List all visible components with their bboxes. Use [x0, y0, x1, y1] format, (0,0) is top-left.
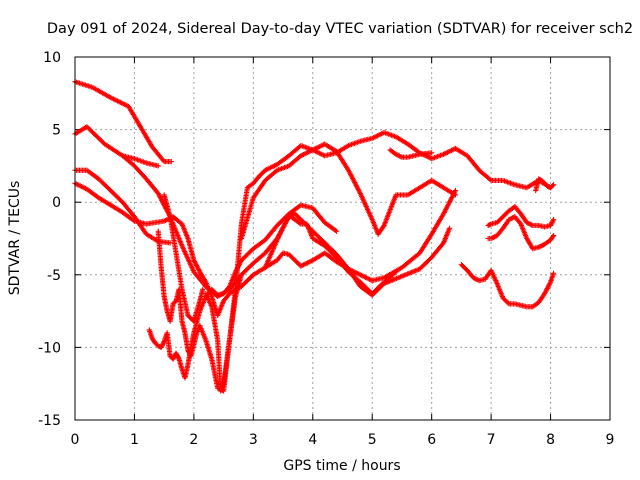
series-track-16 [533, 176, 557, 194]
data-points [72, 79, 557, 394]
plus-mark [550, 270, 557, 276]
y-tick-label: -5 [47, 268, 61, 284]
plus-mark [333, 228, 340, 234]
y-axis-tick-labels: -15 -10 -5 0 5 10 [38, 50, 61, 429]
x-tick-label: 9 [606, 432, 615, 448]
series-track-12 [387, 147, 435, 160]
y-tick-label: 5 [52, 123, 61, 139]
plus-mark [505, 300, 511, 306]
plus-mark [238, 272, 245, 278]
series-track-11 [262, 212, 399, 297]
x-axis-tick-labels: 0 1 2 3 4 5 6 7 8 9 [71, 432, 615, 448]
plus-mark [452, 192, 459, 198]
x-tick-label: 0 [71, 432, 80, 448]
series-track-1 [72, 79, 174, 165]
plus-mark [550, 182, 557, 188]
x-tick-label: 5 [368, 432, 377, 448]
plus-mark [155, 163, 161, 169]
plus-mark [549, 183, 556, 189]
series-track-2 [72, 124, 161, 169]
x-tick-label: 3 [249, 432, 258, 448]
plus-mark [452, 187, 459, 194]
plus-mark [550, 234, 556, 240]
plus-mark [160, 340, 167, 346]
series-track-4 [72, 167, 173, 246]
x-axis-label: GPS time / hours [283, 458, 400, 474]
x-tick-label: 8 [546, 432, 555, 448]
series-track-13 [458, 262, 557, 310]
plus-mark [200, 286, 206, 292]
y-axis-label: SDTVAR / TECUs [7, 181, 23, 296]
x-tick-label: 1 [130, 432, 139, 448]
x-tick-label: 6 [427, 432, 436, 448]
x-tick-label: 7 [487, 432, 496, 448]
plus-mark [175, 355, 182, 361]
y-tick-label: 0 [52, 195, 61, 211]
plus-mark [429, 150, 435, 156]
plus-mark [393, 269, 399, 275]
x-tick-label: 2 [189, 432, 198, 448]
plus-mark [446, 225, 453, 231]
x-tick-label: 4 [308, 432, 317, 448]
y-tick-label: -15 [38, 413, 61, 429]
y-tick-label: 10 [43, 50, 61, 66]
y-tick-label: -10 [38, 340, 61, 356]
plot-frame [74, 56, 611, 421]
series-track-15 [485, 214, 557, 252]
series-track-14 [485, 203, 557, 230]
chart-title: Day 091 of 2024, Sidereal Day-to-day VTE… [47, 21, 633, 37]
series-track-9 [203, 272, 245, 394]
plus-mark [550, 218, 556, 224]
plus-mark [168, 158, 174, 165]
series-track-10 [238, 141, 459, 242]
plus-mark [167, 240, 173, 246]
plus-mark [550, 232, 557, 239]
plus-mark [550, 217, 557, 223]
